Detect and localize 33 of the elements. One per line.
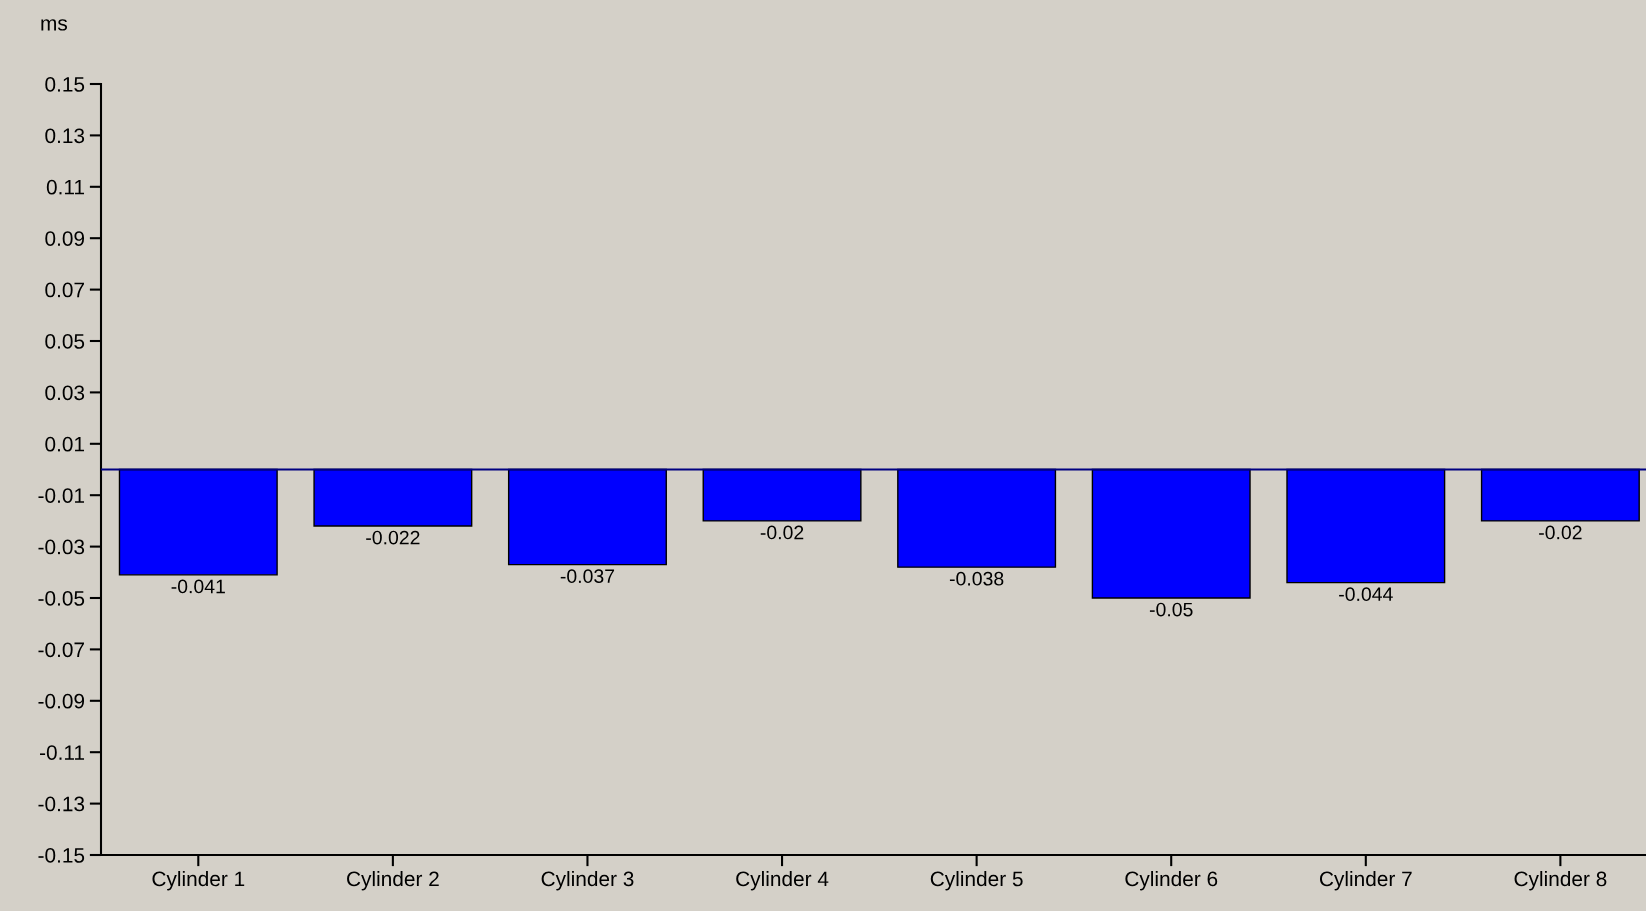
- y-tick-label: 0.15: [45, 77, 85, 92]
- y-tick-label: -0.11: [40, 745, 85, 760]
- y-tick-label: -0.05: [38, 591, 85, 606]
- x-tick-label: Cylinder 1: [152, 870, 245, 891]
- x-tick-label: Cylinder 8: [1514, 870, 1607, 891]
- y-tick-label: 0.05: [45, 334, 85, 349]
- data-label: -0.05: [1149, 602, 1193, 617]
- y-tick-label: -0.15: [38, 848, 85, 863]
- data-label: -0.02: [760, 525, 804, 540]
- x-tick-label: Cylinder 5: [930, 870, 1023, 891]
- y-tick-label: 0.07: [45, 282, 84, 298]
- y-tick-label: 0.01: [45, 436, 85, 452]
- y-tick-label: -0.13: [38, 796, 85, 812]
- y-tick-label: 0.09: [45, 231, 85, 246]
- x-tick-label: Cylinder 6: [1125, 870, 1218, 891]
- x-tick-label: Cylinder 4: [736, 870, 829, 891]
- y-tick-label: -0.09: [38, 693, 85, 709]
- x-tick-label: Cylinder 7: [1319, 870, 1412, 891]
- data-label: -0.044: [1339, 587, 1393, 602]
- data-label: -0.022: [366, 530, 420, 545]
- data-label: -0.037: [560, 569, 615, 584]
- data-label: -0.038: [949, 571, 1004, 586]
- data-label: -0.02: [1539, 525, 1582, 540]
- y-tick-label: 0.13: [45, 128, 85, 144]
- x-tick-label: Cylinder 2: [347, 870, 439, 891]
- data-label: -0.041: [171, 579, 225, 594]
- y-tick-label: -0.07: [38, 642, 84, 658]
- y-tick-label: -0.03: [38, 539, 85, 555]
- y-tick-label: 0.03: [45, 385, 85, 401]
- y-tick-label: -0.01: [38, 488, 85, 503]
- y-axis-title: ms: [41, 19, 68, 31]
- x-tick-label: Cylinder 3: [541, 870, 634, 891]
- y-tick-label: 0.11: [46, 179, 85, 195]
